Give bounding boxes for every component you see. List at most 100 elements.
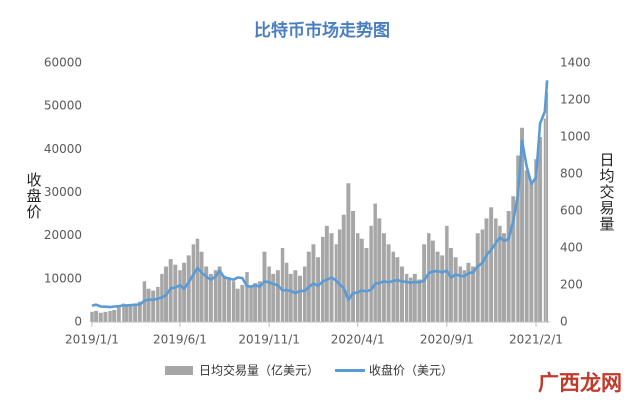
bar: [337, 229, 342, 322]
bar: [249, 286, 253, 322]
bar: [458, 266, 462, 322]
bar: [422, 244, 427, 322]
bar: [404, 273, 409, 322]
bar: [137, 301, 142, 322]
y2-tick-label: 800: [560, 167, 583, 181]
bar: [235, 288, 240, 322]
bar: [213, 270, 218, 322]
bar: [253, 283, 258, 322]
legend-label: 日均交易量（亿美元）: [199, 363, 319, 378]
watermark: 广西龙网: [538, 371, 622, 395]
bar: [321, 236, 325, 322]
bar: [475, 233, 480, 322]
bar: [489, 207, 494, 322]
bar: [543, 118, 546, 322]
bar: [222, 275, 227, 322]
bar: [94, 310, 99, 322]
bar: [373, 203, 377, 322]
bar: [511, 196, 516, 322]
x-tick-label: 2020/4/1: [331, 333, 385, 347]
bar: [156, 286, 160, 322]
bar: [298, 275, 303, 322]
y-tick-label: 0: [74, 315, 82, 329]
bar: [538, 137, 543, 322]
y2-tick-label: 600: [560, 204, 583, 218]
bar: [412, 273, 417, 322]
bar: [471, 266, 476, 322]
bar: [173, 264, 178, 322]
bar: [204, 266, 209, 322]
bar: [245, 272, 249, 322]
bar: [355, 233, 360, 322]
bar: [217, 266, 222, 322]
bar: [435, 251, 440, 322]
bar: [417, 279, 422, 322]
bar: [191, 244, 196, 322]
bar: [516, 155, 520, 322]
bar: [280, 248, 285, 322]
y-axis-title: 收盘价: [25, 172, 43, 220]
bar: [108, 310, 112, 322]
x-tick-label: 2020/9/1: [420, 333, 474, 347]
bar: [262, 251, 267, 322]
legend-label: 收盘价（美元）: [369, 363, 453, 378]
bar: [112, 309, 117, 322]
bar: [240, 285, 245, 322]
bar: [534, 159, 538, 322]
y-tick-label: 40000: [44, 142, 82, 156]
bar: [524, 170, 529, 322]
bar: [529, 181, 534, 322]
y-tick-label: 10000: [44, 271, 82, 285]
legend-swatch: [165, 366, 193, 375]
y2-tick-label: 1400: [560, 56, 591, 70]
bar: [520, 127, 525, 322]
x-tick-label: 2021/2/1: [509, 333, 563, 347]
bar: [226, 279, 231, 322]
bar: [480, 229, 485, 322]
price-line: [91, 80, 549, 309]
y-tick-label: 20000: [44, 228, 82, 242]
bar: [440, 255, 445, 322]
bar: [453, 257, 458, 322]
bar: [122, 303, 125, 322]
bar: [103, 311, 108, 322]
bar: [231, 281, 236, 322]
bar: [334, 244, 338, 322]
y2-tick-label: 1000: [560, 130, 591, 144]
bar: [178, 270, 182, 322]
bar: [128, 304, 133, 322]
bar: [341, 214, 346, 322]
bar: [400, 266, 404, 322]
bar: [498, 225, 502, 322]
bar: [182, 262, 187, 322]
bar: [195, 238, 200, 322]
y2-tick-label: 0: [560, 315, 568, 329]
y-tick-label: 50000: [44, 99, 82, 113]
bar: [391, 251, 395, 322]
y2-axis-title: 日均交易量: [598, 152, 616, 232]
bar: [293, 270, 298, 322]
x-tick-label: 2019/6/1: [153, 333, 207, 347]
y-tick-label: 30000: [44, 185, 82, 199]
bar: [395, 257, 400, 322]
bar: [494, 218, 498, 322]
bar: [186, 255, 191, 322]
bar: [484, 218, 489, 322]
x-tick-label: 2019/1/1: [65, 333, 119, 347]
y-tick-label: 60000: [44, 56, 82, 70]
x-tick-label: 2019/11/1: [238, 333, 300, 347]
bar: [427, 233, 431, 322]
bar: [284, 262, 289, 322]
bar: [445, 225, 449, 322]
chart-title: 比特币市场走势图: [254, 20, 390, 41]
bar: [346, 183, 351, 322]
y2-tick-label: 1200: [560, 93, 591, 107]
bar: [146, 288, 151, 322]
y2-tick-label: 200: [560, 278, 583, 292]
bar: [546, 92, 549, 322]
bar: [430, 240, 435, 322]
bar: [316, 257, 321, 322]
bar: [151, 290, 156, 322]
bar: [257, 281, 262, 322]
